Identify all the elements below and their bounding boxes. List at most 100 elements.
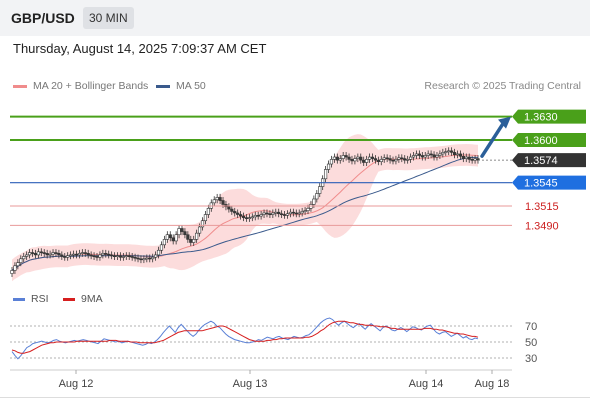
candle-body <box>432 154 436 158</box>
candle-body <box>306 208 310 211</box>
candle-body <box>139 258 143 261</box>
candle-body <box>233 211 237 214</box>
x-axis-label: Aug 13 <box>233 378 268 390</box>
candle-body <box>464 156 468 159</box>
research-credit: Research © 2025 Trading Central <box>424 80 581 92</box>
candle-body <box>206 208 210 215</box>
candle-body <box>142 258 146 261</box>
instrument-title: GBP/USD <box>11 10 75 26</box>
candle-body <box>77 253 82 256</box>
legend-bollinger: MA 20 + Bollinger Bands <box>13 80 148 92</box>
candle-body <box>323 169 328 180</box>
legend-rsi: RSI <box>13 293 49 305</box>
price-tag-bg <box>512 175 586 190</box>
candle-body <box>95 256 99 258</box>
bollinger-band <box>12 134 478 282</box>
candle-body <box>344 155 348 158</box>
price-tag-1.3630: 1.3630 <box>512 109 586 124</box>
candle-body <box>274 211 278 214</box>
price-tag-text: 1.3600 <box>524 135 558 147</box>
candle-body <box>461 155 465 159</box>
rsi-level-label: 30 <box>525 353 537 365</box>
rsi-ma-line <box>11 320 479 354</box>
candle-body <box>367 156 372 160</box>
candle-body <box>197 226 202 234</box>
candle-body <box>54 252 58 254</box>
candle-body <box>165 234 169 240</box>
candle-body <box>426 153 430 156</box>
candle-body <box>239 214 243 217</box>
candle-body <box>271 212 275 215</box>
candle-body <box>470 159 474 161</box>
candle-body <box>277 211 281 215</box>
price-tag-1.3600: 1.3600 <box>512 132 586 147</box>
x-axis-label: Aug 14 <box>409 378 444 390</box>
candle-body <box>379 159 383 163</box>
candle-body <box>48 253 52 256</box>
candle-body <box>195 232 199 240</box>
candle-body <box>455 153 460 156</box>
candle-body <box>183 231 187 236</box>
candle-body <box>148 257 152 260</box>
candle-body <box>341 155 345 159</box>
rsi-level-label: 70 <box>525 321 537 333</box>
candle-body <box>203 214 208 222</box>
candle-body <box>467 156 471 160</box>
candle-body <box>388 158 392 161</box>
forecast-arrow-head <box>498 116 511 129</box>
candle-body <box>365 159 369 163</box>
bollinger-legend-label: MA 20 + Bollinger Bands <box>33 80 149 92</box>
candle-body <box>338 158 342 161</box>
price-label-1.3515: 1.3515 <box>525 201 559 213</box>
candle-body <box>69 254 73 257</box>
timeframe-button[interactable]: 30 MIN <box>83 7 134 29</box>
top-bar: GBP/USD 30 MIN <box>0 0 590 36</box>
candle-body <box>33 253 38 256</box>
candle-body <box>397 157 401 160</box>
price-tag-bg <box>512 109 586 124</box>
candle-body <box>385 157 389 160</box>
candle-body <box>373 158 378 161</box>
candle-body <box>429 153 433 156</box>
candle-body <box>303 210 307 212</box>
candle-body <box>230 208 234 212</box>
price-tag-bg <box>512 153 586 168</box>
candle-body <box>326 163 331 170</box>
candle-body <box>221 200 225 205</box>
candle-body <box>200 220 205 228</box>
candle-body <box>282 214 287 216</box>
candle-body <box>162 239 167 246</box>
rsi-ma-legend-label: 9MA <box>81 293 103 305</box>
candle-body <box>420 155 424 158</box>
price-tag-text: 1.3545 <box>524 178 558 190</box>
ma50-legend-swatch <box>156 84 170 88</box>
candle-body <box>180 228 184 232</box>
candle-body <box>259 214 263 217</box>
candle-body <box>212 199 216 204</box>
candle-body <box>382 157 386 160</box>
candle-body <box>156 249 161 256</box>
candle-body <box>130 256 134 258</box>
candle-body <box>356 156 360 159</box>
candle-body <box>394 159 398 162</box>
candle-body <box>60 254 64 257</box>
candle-body <box>359 156 363 161</box>
candle-body <box>174 234 178 242</box>
candle-body <box>71 253 76 256</box>
candle-body <box>118 255 123 258</box>
candle-body <box>16 262 20 267</box>
candle-body <box>133 256 137 259</box>
candle-body <box>98 254 102 258</box>
candle-body <box>171 237 175 242</box>
candle-body <box>168 234 172 239</box>
candle-body <box>353 158 357 162</box>
candle-body <box>253 214 257 218</box>
candle-body <box>250 216 254 219</box>
candle-body <box>411 155 416 158</box>
candle-body <box>151 256 155 260</box>
candle-body <box>115 255 120 257</box>
candle-body <box>22 256 26 260</box>
candle-body <box>291 211 295 214</box>
candle-body <box>444 151 448 153</box>
